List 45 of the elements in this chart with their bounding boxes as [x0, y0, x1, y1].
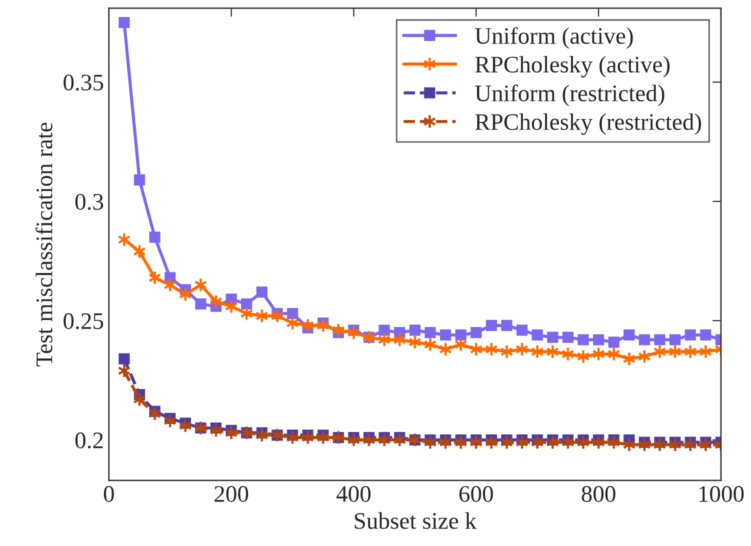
- point: [118, 353, 130, 364]
- legend-label: Uniform (active): [475, 27, 633, 49]
- point: [654, 334, 666, 346]
- point: [486, 320, 497, 331]
- x-tick-label: 1000: [699, 486, 744, 502]
- point: [638, 334, 650, 346]
- x-axis-title: Subset size k: [354, 512, 477, 529]
- legend-label: RPCholesky (active): [475, 56, 670, 78]
- point: [409, 324, 420, 336]
- point: [624, 329, 635, 341]
- point: [592, 334, 604, 346]
- point: [440, 329, 452, 341]
- point: [608, 336, 620, 348]
- x-tick-label: 200: [214, 486, 248, 502]
- y-tick-label: 0.3: [75, 194, 104, 210]
- point: [378, 324, 390, 336]
- point: [501, 320, 512, 331]
- legend-label: RPCholesky (restricted): [475, 113, 702, 135]
- y-axis-title: Test misclassification rate: [36, 122, 52, 366]
- point: [195, 298, 206, 310]
- x-tick-label: 400: [336, 486, 371, 502]
- point: [547, 332, 558, 343]
- point: [455, 329, 466, 341]
- point: [670, 334, 681, 346]
- point: [286, 308, 298, 320]
- x-tick-label: 600: [459, 486, 493, 502]
- point: [470, 327, 482, 338]
- point: [532, 329, 543, 341]
- y-tick-label: 0.25: [64, 313, 104, 330]
- point: [118, 16, 130, 28]
- point: [516, 324, 528, 336]
- point: [149, 232, 160, 243]
- y-tick-label: 0.2: [75, 432, 103, 448]
- point: [700, 329, 712, 341]
- point: [684, 329, 696, 341]
- y-tick-label: 0.35: [64, 74, 104, 91]
- point: [134, 174, 146, 186]
- x-tick-label: 800: [582, 486, 616, 502]
- point: [424, 327, 436, 338]
- point: [562, 332, 574, 343]
- legend-label: Uniform (restricted): [475, 84, 664, 106]
- point: [578, 334, 589, 346]
- x-tick-label: 0: [104, 486, 114, 502]
- point: [256, 286, 268, 298]
- point: [241, 298, 252, 310]
